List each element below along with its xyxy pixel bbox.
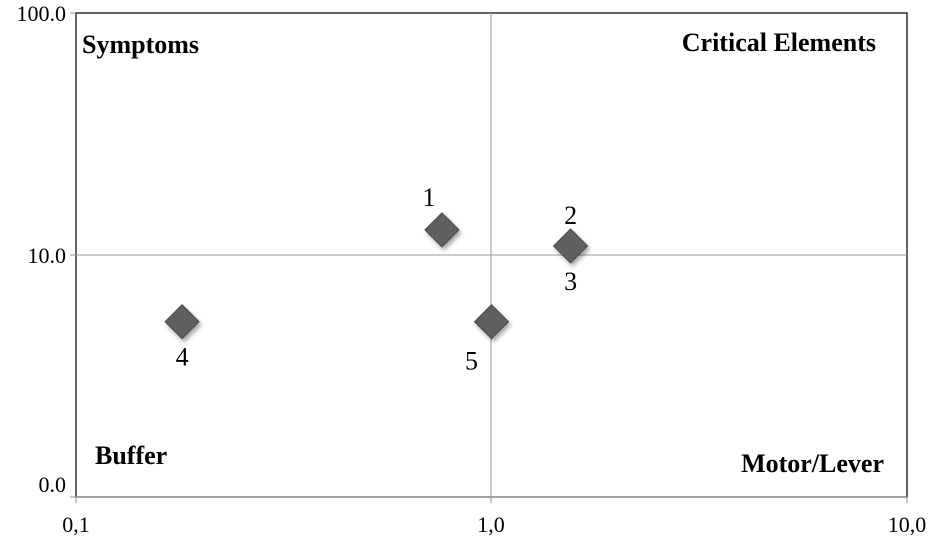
data-points: 1 2 3 4 5 <box>164 183 589 376</box>
x-tick-label-0: 0,1 <box>62 512 90 537</box>
data-point-marker-1 <box>424 212 460 248</box>
data-point-label-3: 3 <box>564 267 577 296</box>
quadrant-label-critical-elements: Critical Elements <box>682 28 876 57</box>
data-point-label-2: 2 <box>564 201 577 230</box>
x-tick-label-2: 10,0 <box>888 512 927 537</box>
data-point-marker-4 <box>164 304 200 340</box>
y-tick-label-2: 0.0 <box>39 472 67 497</box>
x-tick-label-1: 1,0 <box>477 512 505 537</box>
y-tick-label-1: 10.0 <box>28 243 67 268</box>
quadrant-label-motor-lever: Motor/Lever <box>741 449 884 478</box>
data-point-label-4: 4 <box>176 343 189 372</box>
quadrant-label-buffer: Buffer <box>95 441 167 470</box>
quadrant-label-symptoms: Symptoms <box>82 30 199 59</box>
data-point-label-5: 5 <box>465 347 478 376</box>
y-tick-label-0: 100.0 <box>17 1 67 26</box>
data-point-label-1: 1 <box>422 183 435 212</box>
data-point-marker-5 <box>473 304 510 340</box>
data-point-marker-2 <box>552 228 589 264</box>
